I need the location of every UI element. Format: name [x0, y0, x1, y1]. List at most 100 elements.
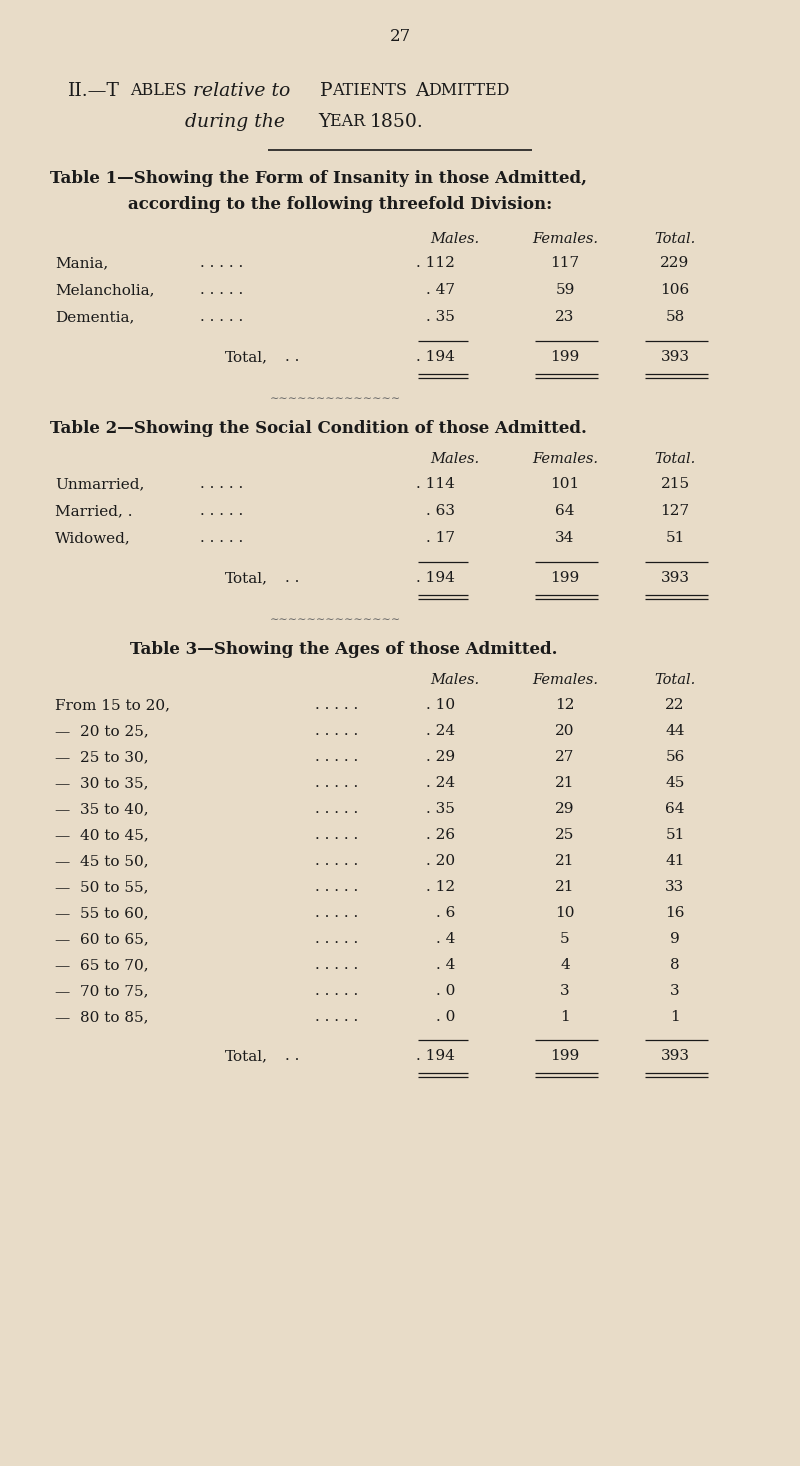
Text: —  60 to 65,: — 60 to 65, — [55, 932, 149, 946]
Text: 22: 22 — [666, 698, 685, 712]
Text: 8: 8 — [670, 957, 680, 972]
Text: . . . . .: . . . . . — [315, 957, 358, 972]
Text: . 4: . 4 — [436, 932, 455, 946]
Text: 64: 64 — [555, 504, 574, 517]
Text: 199: 199 — [550, 570, 580, 585]
Text: . 0: . 0 — [436, 984, 455, 998]
Text: ∼∼∼∼∼∼∼∼∼∼∼∼∼∼: ∼∼∼∼∼∼∼∼∼∼∼∼∼∼ — [270, 394, 402, 405]
Text: ∼∼∼∼∼∼∼∼∼∼∼∼∼∼: ∼∼∼∼∼∼∼∼∼∼∼∼∼∼ — [270, 616, 402, 625]
Text: 23: 23 — [555, 309, 574, 324]
Text: Total,: Total, — [225, 570, 268, 585]
Text: —  40 to 45,: — 40 to 45, — [55, 828, 149, 841]
Text: Females.: Females. — [532, 673, 598, 688]
Text: 1: 1 — [560, 1010, 570, 1023]
Text: . 17: . 17 — [426, 531, 455, 545]
Text: . . . . .: . . . . . — [315, 751, 358, 764]
Text: . 194: . 194 — [416, 350, 455, 364]
Text: 393: 393 — [661, 570, 690, 585]
Text: . . . . .: . . . . . — [315, 984, 358, 998]
Text: —  80 to 85,: — 80 to 85, — [55, 1010, 149, 1023]
Text: 199: 199 — [550, 1050, 580, 1063]
Text: 1: 1 — [670, 1010, 680, 1023]
Text: Dementia,: Dementia, — [55, 309, 134, 324]
Text: —  30 to 35,: — 30 to 35, — [55, 776, 149, 790]
Text: . 47: . 47 — [426, 283, 455, 298]
Text: . 29: . 29 — [426, 751, 455, 764]
Text: 51: 51 — [666, 531, 685, 545]
Text: 215: 215 — [661, 476, 690, 491]
Text: Widowed,: Widowed, — [55, 531, 130, 545]
Text: 25: 25 — [555, 828, 574, 841]
Text: ATIENTS: ATIENTS — [332, 82, 412, 100]
Text: . . . . .: . . . . . — [315, 906, 358, 921]
Text: . 12: . 12 — [426, 880, 455, 894]
Text: 21: 21 — [555, 776, 574, 790]
Text: Table 2—Showing the Social Condition of those Admitted.: Table 2—Showing the Social Condition of … — [50, 419, 587, 437]
Text: Table 3—Showing the Ages of those Admitted.: Table 3—Showing the Ages of those Admitt… — [130, 641, 558, 658]
Text: A: A — [415, 82, 429, 100]
Text: 3: 3 — [670, 984, 680, 998]
Text: 101: 101 — [550, 476, 580, 491]
Text: 27: 27 — [390, 28, 410, 45]
Text: 4: 4 — [560, 957, 570, 972]
Text: . . . . .: . . . . . — [315, 724, 358, 737]
Text: —  55 to 60,: — 55 to 60, — [55, 906, 149, 921]
Text: 34: 34 — [555, 531, 574, 545]
Text: P: P — [320, 82, 333, 100]
Text: . 194: . 194 — [416, 1050, 455, 1063]
Text: . . . . .: . . . . . — [315, 880, 358, 894]
Text: . . . . .: . . . . . — [200, 504, 243, 517]
Text: . . . . .: . . . . . — [200, 309, 243, 324]
Text: . . . . .: . . . . . — [315, 698, 358, 712]
Text: 58: 58 — [666, 309, 685, 324]
Text: . 194: . 194 — [416, 570, 455, 585]
Text: 393: 393 — [661, 350, 690, 364]
Text: during the: during the — [185, 113, 291, 130]
Text: . . . . .: . . . . . — [200, 257, 243, 270]
Text: . . . . .: . . . . . — [315, 828, 358, 841]
Text: —  20 to 25,: — 20 to 25, — [55, 724, 149, 737]
Text: according to the following threefold Division:: according to the following threefold Div… — [128, 196, 552, 213]
Text: 44: 44 — [666, 724, 685, 737]
Text: Total,: Total, — [225, 350, 268, 364]
Text: . . . . .: . . . . . — [315, 776, 358, 790]
Text: . 0: . 0 — [436, 1010, 455, 1023]
Text: . . . . .: . . . . . — [315, 802, 358, 817]
Text: —  50 to 55,: — 50 to 55, — [55, 880, 149, 894]
Text: 51: 51 — [666, 828, 685, 841]
Text: DMITTED: DMITTED — [428, 82, 510, 100]
Text: . .: . . — [285, 350, 299, 364]
Text: Total.: Total. — [654, 452, 696, 466]
Text: EAR: EAR — [330, 113, 370, 130]
Text: Females.: Females. — [532, 452, 598, 466]
Text: 21: 21 — [555, 855, 574, 868]
Text: Males.: Males. — [430, 232, 479, 246]
Text: Total,: Total, — [225, 1050, 268, 1063]
Text: 199: 199 — [550, 350, 580, 364]
Text: —  45 to 50,: — 45 to 50, — [55, 855, 149, 868]
Text: . . . . .: . . . . . — [200, 283, 243, 298]
Text: 20: 20 — [555, 724, 574, 737]
Text: Males.: Males. — [430, 673, 479, 688]
Text: 27: 27 — [555, 751, 574, 764]
Text: 16: 16 — [666, 906, 685, 921]
Text: —  25 to 30,: — 25 to 30, — [55, 751, 149, 764]
Text: Females.: Females. — [532, 232, 598, 246]
Text: . . . . .: . . . . . — [315, 855, 358, 868]
Text: —  65 to 70,: — 65 to 70, — [55, 957, 149, 972]
Text: Table 1—Showing the Form of Insanity in those Admitted,: Table 1—Showing the Form of Insanity in … — [50, 170, 587, 188]
Text: 45: 45 — [666, 776, 685, 790]
Text: 3: 3 — [560, 984, 570, 998]
Text: II.—T: II.—T — [68, 82, 120, 100]
Text: From 15 to 20,: From 15 to 20, — [55, 698, 170, 712]
Text: . 4: . 4 — [436, 957, 455, 972]
Text: . 20: . 20 — [426, 855, 455, 868]
Text: —  35 to 40,: — 35 to 40, — [55, 802, 149, 817]
Text: 5: 5 — [560, 932, 570, 946]
Text: ABLES: ABLES — [130, 82, 192, 100]
Text: Y: Y — [318, 113, 330, 130]
Text: Total.: Total. — [654, 232, 696, 246]
Text: 117: 117 — [550, 257, 579, 270]
Text: Married, .: Married, . — [55, 504, 133, 517]
Text: . .: . . — [285, 1050, 299, 1063]
